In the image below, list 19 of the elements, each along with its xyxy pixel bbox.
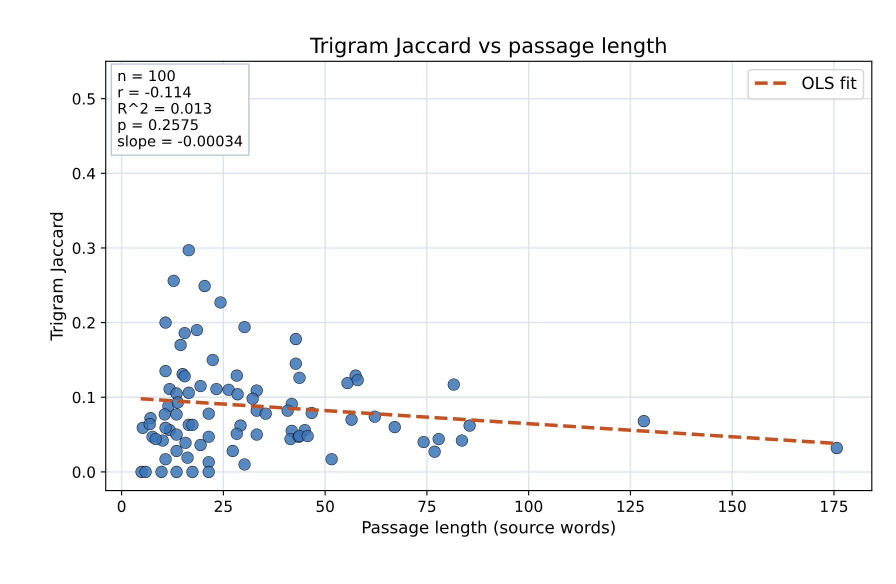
- annotation: n = 100 r = -0.114 R^2 = 0.013 p = 0.2575 slope = -0.00034: [118, 70, 242, 150]
- x-tick-label: 125: [618, 500, 644, 512]
- y-tick-label: 0.5: [72, 93, 95, 105]
- y-tick-label: 0.2: [72, 317, 94, 329]
- y-tick-label: 0.1: [72, 392, 95, 404]
- x-tick-label: 50: [316, 500, 334, 512]
- x-axis-title: Passage length (source words): [362, 520, 615, 537]
- x-tick-label: 150: [719, 500, 746, 512]
- y-axis-title: Trigram Jaccard: [50, 212, 66, 341]
- legend-label: OLS fit: [802, 76, 856, 90]
- y-tick-label: 0.3: [72, 242, 95, 254]
- x-tick-label: 175: [821, 500, 848, 512]
- x-tick-label: 25: [214, 500, 232, 512]
- x-tick-label: 0: [118, 500, 126, 512]
- y-tick-label: 0.0: [72, 466, 95, 478]
- y-tick-label: 0.4: [72, 168, 96, 180]
- x-tick-label: 75: [418, 500, 436, 512]
- x-tick-label: 100: [516, 500, 542, 512]
- chart-title: Trigram Jaccard vs passage length: [310, 37, 666, 58]
